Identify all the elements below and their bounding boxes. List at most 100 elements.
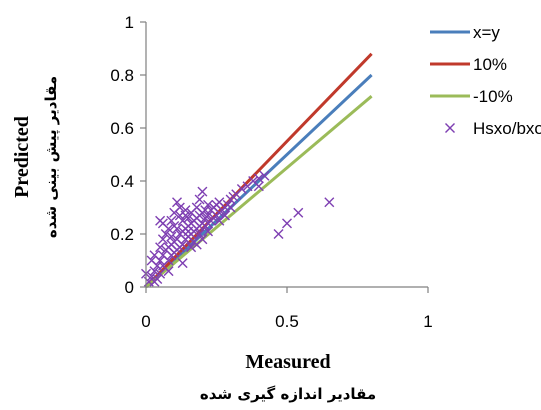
- legend-label: x=y: [473, 23, 500, 42]
- point-stroke: [166, 215, 177, 226]
- point-stroke: [155, 215, 166, 226]
- data-point: [160, 229, 171, 239]
- point-stroke: [155, 242, 166, 253]
- point-stroke: [166, 231, 177, 242]
- data-point: [214, 215, 225, 226]
- point-stroke: [157, 250, 168, 261]
- data-point: [157, 234, 168, 245]
- y-tick-label: 0.6: [110, 119, 134, 138]
- data-point: [282, 218, 292, 229]
- data-point: [225, 202, 236, 213]
- plot-area: [141, 52, 373, 289]
- point-stroke: [157, 234, 168, 245]
- y-tick-label: 0.4: [110, 172, 134, 191]
- x-axis-title: Measured: [245, 351, 330, 373]
- point-stroke: [273, 229, 284, 239]
- data-point: [183, 213, 194, 224]
- data-point: [203, 199, 214, 210]
- point-stroke: [191, 202, 202, 213]
- data-point: [273, 229, 284, 239]
- point-stroke: [253, 181, 264, 192]
- point-stroke: [174, 202, 185, 213]
- data-point: [194, 194, 205, 205]
- point-stroke: [194, 229, 205, 239]
- point-stroke: [324, 197, 335, 208]
- point-stroke: [177, 215, 188, 226]
- point-stroke: [253, 173, 264, 184]
- data-point: [183, 226, 194, 237]
- legend-label: -10%: [473, 87, 513, 106]
- point-stroke: [183, 213, 194, 224]
- point-stroke: [203, 199, 214, 210]
- legend: x=y 10% -10% Hsxo/bxo: [430, 23, 541, 138]
- data-point: [166, 231, 177, 242]
- data-point: [186, 242, 197, 253]
- x-tick-label: 0.5: [275, 312, 299, 331]
- data-point: [194, 229, 205, 239]
- data-point: [253, 181, 264, 192]
- point-stroke: [236, 183, 247, 194]
- point-stroke: [149, 250, 160, 261]
- point-stroke: [197, 186, 208, 197]
- data-point: [180, 205, 191, 216]
- legend-label: 10%: [473, 55, 507, 74]
- y-axis-subtitle: مقادیر پیش بینی شده: [42, 76, 61, 238]
- point-stroke: [146, 255, 157, 266]
- point-stroke: [180, 205, 191, 216]
- y-axis-title: Predicted: [11, 116, 33, 198]
- point-stroke: [149, 266, 160, 277]
- data-point: [197, 186, 208, 197]
- data-point: [191, 239, 202, 250]
- point-stroke: [172, 234, 183, 245]
- point-stroke: [169, 221, 180, 232]
- legend-label: Hsxo/bxo: [473, 119, 541, 138]
- point-stroke: [163, 266, 174, 277]
- point-stroke: [177, 258, 188, 269]
- data-point: [155, 268, 166, 279]
- x-axis-subtitle: مقادیر اندازه گیری شده: [200, 385, 376, 403]
- data-point: [146, 271, 157, 282]
- point-stroke: [172, 197, 183, 208]
- point-stroke: [208, 202, 219, 213]
- series-line: [145, 95, 373, 289]
- point-stroke: [194, 194, 205, 205]
- y-tick-label: 0: [125, 278, 134, 297]
- marker-stroke: [445, 123, 455, 133]
- point-stroke: [186, 242, 197, 253]
- data-point: [293, 207, 304, 218]
- series-line: [144, 73, 373, 289]
- series-line: [144, 52, 373, 289]
- point-stroke: [149, 276, 160, 287]
- point-stroke: [203, 210, 214, 221]
- y-tick-label: 0.8: [110, 66, 134, 85]
- point-stroke: [248, 176, 259, 186]
- point-stroke: [163, 223, 174, 234]
- point-stroke: [160, 229, 171, 239]
- data-point: [155, 242, 166, 253]
- data-point: [149, 276, 160, 287]
- data-point: [172, 197, 183, 208]
- data-point: [163, 255, 174, 266]
- point-stroke: [163, 255, 174, 266]
- point-stroke: [259, 170, 270, 181]
- data-point: [163, 266, 174, 277]
- data-point: [203, 210, 214, 221]
- point-stroke: [191, 239, 202, 250]
- data-point: [155, 255, 166, 266]
- x-tick-label: 0: [141, 312, 150, 331]
- point-stroke: [203, 226, 214, 237]
- data-point: [177, 258, 188, 269]
- point-stroke: [177, 239, 188, 250]
- point-stroke: [282, 218, 292, 229]
- data-point: [259, 170, 270, 181]
- legend-marker-swatch: [445, 123, 455, 133]
- data-point: [203, 226, 214, 237]
- point-stroke: [214, 215, 225, 226]
- data-point: [324, 197, 335, 208]
- data-point: [169, 221, 180, 232]
- point-stroke: [183, 226, 194, 237]
- data-point: [177, 239, 188, 250]
- y-tick-label: 1: [125, 13, 134, 32]
- data-point: [166, 215, 177, 226]
